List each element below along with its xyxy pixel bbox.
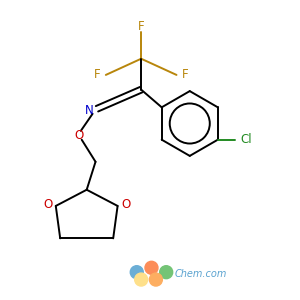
Circle shape [149, 273, 162, 286]
Text: Chem.com: Chem.com [175, 269, 227, 279]
Text: F: F [138, 20, 145, 33]
Text: F: F [182, 68, 188, 81]
Circle shape [145, 261, 158, 274]
Circle shape [160, 266, 173, 279]
Circle shape [130, 266, 143, 279]
Text: O: O [121, 198, 130, 211]
Text: N: N [85, 104, 93, 117]
Text: F: F [94, 68, 101, 81]
Text: O: O [43, 198, 52, 211]
Text: Cl: Cl [240, 133, 252, 146]
Circle shape [135, 273, 148, 286]
Text: O: O [75, 129, 84, 142]
